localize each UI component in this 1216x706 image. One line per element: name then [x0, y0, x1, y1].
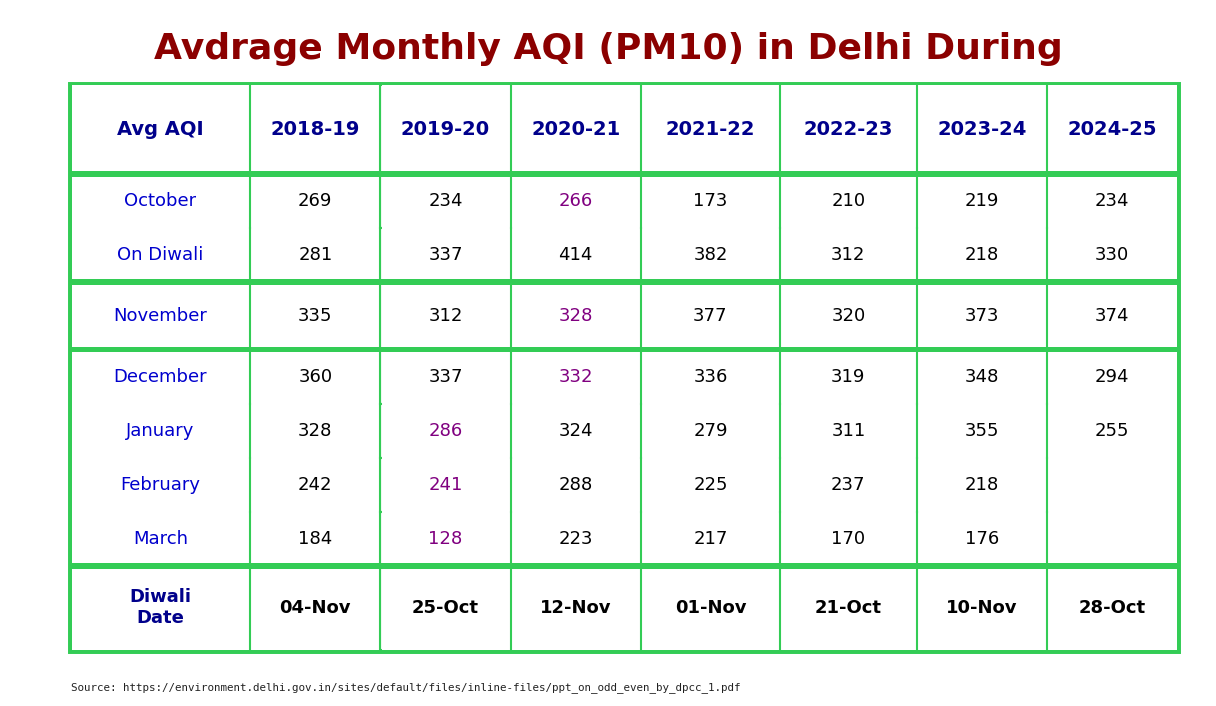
Text: 414: 414: [558, 246, 593, 264]
Text: 2021-22: 2021-22: [665, 120, 755, 139]
Text: 337: 337: [428, 368, 463, 385]
Text: 28-Oct: 28-Oct: [1079, 599, 1145, 616]
Text: 2020-21: 2020-21: [531, 120, 620, 139]
Text: February: February: [120, 476, 201, 493]
Text: 255: 255: [1094, 421, 1130, 440]
Text: 2022-23: 2022-23: [804, 120, 893, 139]
Text: 355: 355: [964, 421, 1000, 440]
Text: 319: 319: [832, 368, 866, 385]
Text: 348: 348: [964, 368, 1000, 385]
Text: 225: 225: [693, 476, 727, 493]
Text: 242: 242: [298, 476, 332, 493]
Text: 311: 311: [832, 421, 866, 440]
Text: 328: 328: [558, 307, 593, 325]
Text: 2023-24: 2023-24: [938, 120, 1026, 139]
Text: 218: 218: [964, 476, 998, 493]
Text: 184: 184: [298, 530, 332, 548]
Text: 223: 223: [558, 530, 593, 548]
Text: 269: 269: [298, 192, 332, 210]
Text: 330: 330: [1094, 246, 1130, 264]
Text: 312: 312: [428, 307, 462, 325]
Text: 2019-20: 2019-20: [401, 120, 490, 139]
Text: 294: 294: [1094, 368, 1130, 385]
Text: Avdrage Monthly AQI (PM10) in Delhi During: Avdrage Monthly AQI (PM10) in Delhi Duri…: [153, 32, 1063, 66]
Text: 332: 332: [558, 368, 593, 385]
Text: 241: 241: [428, 476, 462, 493]
Text: 324: 324: [558, 421, 593, 440]
Text: On Diwali: On Diwali: [117, 246, 203, 264]
Text: Source: https://environment.delhi.gov.in/sites/default/files/inline-files/ppt_on: Source: https://environment.delhi.gov.in…: [71, 683, 741, 693]
Text: 217: 217: [693, 530, 727, 548]
Text: 374: 374: [1094, 307, 1130, 325]
Text: 360: 360: [298, 368, 332, 385]
Text: 01-Nov: 01-Nov: [675, 599, 747, 616]
Text: November: November: [113, 307, 207, 325]
Text: 218: 218: [964, 246, 998, 264]
Text: 382: 382: [693, 246, 727, 264]
Text: 234: 234: [428, 192, 463, 210]
Text: 10-Nov: 10-Nov: [946, 599, 1018, 616]
Text: 335: 335: [298, 307, 332, 325]
Text: 173: 173: [693, 192, 727, 210]
Text: 219: 219: [964, 192, 1000, 210]
Text: 237: 237: [831, 476, 866, 493]
Text: 328: 328: [298, 421, 332, 440]
Text: December: December: [113, 368, 207, 385]
Text: 336: 336: [693, 368, 727, 385]
Text: 288: 288: [558, 476, 592, 493]
Text: 128: 128: [428, 530, 462, 548]
Text: 04-Nov: 04-Nov: [280, 599, 351, 616]
Text: 176: 176: [964, 530, 998, 548]
Text: March: March: [133, 530, 187, 548]
Text: 281: 281: [298, 246, 332, 264]
Text: 2018-19: 2018-19: [271, 120, 360, 139]
Text: 279: 279: [693, 421, 727, 440]
Text: Avg AQI: Avg AQI: [117, 120, 203, 139]
Text: 320: 320: [832, 307, 866, 325]
Text: 377: 377: [693, 307, 727, 325]
Text: 2024-25: 2024-25: [1068, 120, 1156, 139]
Text: 170: 170: [832, 530, 866, 548]
Text: 312: 312: [832, 246, 866, 264]
Text: 21-Oct: 21-Oct: [815, 599, 882, 616]
Text: 266: 266: [558, 192, 592, 210]
Text: 210: 210: [832, 192, 866, 210]
Text: 25-Oct: 25-Oct: [412, 599, 479, 616]
Text: January: January: [126, 421, 195, 440]
Text: October: October: [124, 192, 197, 210]
Text: 373: 373: [964, 307, 1000, 325]
Text: 286: 286: [428, 421, 462, 440]
Text: Diwali
Date: Diwali Date: [129, 588, 191, 627]
Text: 234: 234: [1094, 192, 1130, 210]
Text: 12-Nov: 12-Nov: [540, 599, 612, 616]
Text: 337: 337: [428, 246, 463, 264]
